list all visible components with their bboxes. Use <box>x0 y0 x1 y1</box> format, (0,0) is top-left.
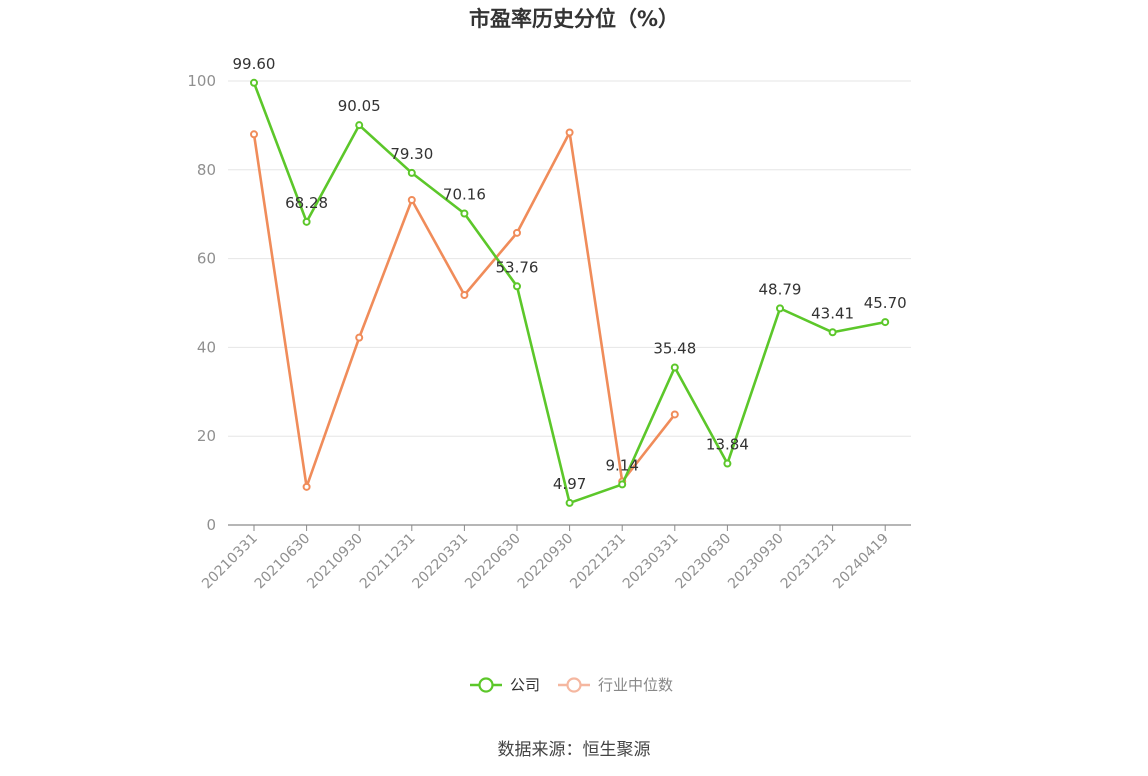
legend-label: 公司 <box>510 676 540 694</box>
y-axis: 0 20 40 60 80 100 <box>187 72 216 534</box>
y-tick-label: 20 <box>197 427 216 445</box>
x-tick-label: 20210930 <box>304 531 366 593</box>
data-label: 43.41 <box>811 304 854 322</box>
legend-label: 行业中位数 <box>598 676 673 694</box>
data-point-industry-median[interactable] <box>460 291 469 300</box>
x-tick-label: 20220930 <box>515 531 577 593</box>
data-point-company[interactable] <box>565 498 574 507</box>
data-point-industry-median[interactable] <box>513 228 521 237</box>
data-point-company[interactable] <box>302 217 311 226</box>
data-source: 数据来源：恒生聚源 <box>498 740 651 760</box>
x-tick-label: 20220630 <box>462 531 524 593</box>
y-tick-label: 60 <box>197 250 216 268</box>
x-tick-label: 20231231 <box>778 531 840 593</box>
x-tick-label: 20210331 <box>199 531 261 593</box>
y-tick-label: 0 <box>206 516 216 534</box>
y-tick-label: 100 <box>187 72 216 90</box>
legend-marker <box>478 677 494 693</box>
data-label: 99.60 <box>233 55 276 73</box>
data-point-company[interactable] <box>776 304 784 313</box>
data-point-company[interactable] <box>618 480 627 489</box>
data-label: 35.48 <box>653 339 696 357</box>
data-labels: 99.60 68.28 90.05 79.30 70.16 53.76 4.97 9.14 35… <box>233 55 907 493</box>
data-point-industry-median[interactable] <box>670 410 679 419</box>
data-point-company[interactable] <box>250 78 258 87</box>
data-point-company[interactable] <box>670 363 679 372</box>
data-label: 13.84 <box>706 436 749 454</box>
series-layer <box>250 78 890 507</box>
data-point-company[interactable] <box>407 168 416 177</box>
data-point-industry-median[interactable] <box>565 128 574 137</box>
chart-title: 市盈率历史分位（%） <box>469 7 679 31</box>
legend-item-company[interactable]: 公司 <box>470 676 540 694</box>
data-point-industry-median[interactable] <box>355 333 364 342</box>
data-point-company[interactable] <box>513 282 521 291</box>
x-tick-label: 20240419 <box>830 531 892 593</box>
x-tick-label: 20210630 <box>252 531 314 593</box>
data-point-industry-median[interactable] <box>250 130 258 139</box>
data-label: 45.70 <box>864 294 907 312</box>
data-point-company[interactable] <box>881 318 890 327</box>
legend-marker <box>566 677 582 693</box>
data-point-company[interactable] <box>355 121 364 130</box>
data-point-company[interactable] <box>723 459 732 468</box>
x-tick-label: 20230331 <box>620 531 682 593</box>
y-tick-label: 80 <box>197 161 216 179</box>
data-point-industry-median[interactable] <box>407 195 416 204</box>
x-tick-label: 20211231 <box>357 531 419 593</box>
data-label: 48.79 <box>759 280 802 298</box>
data-label: 9.14 <box>605 456 638 474</box>
y-tick-label: 40 <box>197 338 216 356</box>
x-tick-label: 20230930 <box>725 531 787 593</box>
grid-lines <box>228 80 911 437</box>
data-label: 53.76 <box>496 258 539 276</box>
x-tick-label: 20221231 <box>567 531 629 593</box>
data-point-company[interactable] <box>828 328 837 337</box>
x-tick-label: 20220331 <box>410 531 472 593</box>
data-point-company[interactable] <box>460 209 469 218</box>
x-tick-label: 20230630 <box>673 531 735 593</box>
x-axis: 2021033120210630202109302021123120220331… <box>199 524 911 593</box>
legend-item-industry-median[interactable]: 行业中位数 <box>558 676 673 694</box>
data-label: 70.16 <box>443 185 486 203</box>
data-label: 68.28 <box>285 194 328 212</box>
data-label: 90.05 <box>338 97 381 115</box>
data-point-industry-median[interactable] <box>302 482 311 491</box>
data-label: 79.30 <box>390 145 433 163</box>
legend[interactable]: 公司 行业中位数 <box>470 676 673 694</box>
data-label: 4.97 <box>553 475 586 493</box>
